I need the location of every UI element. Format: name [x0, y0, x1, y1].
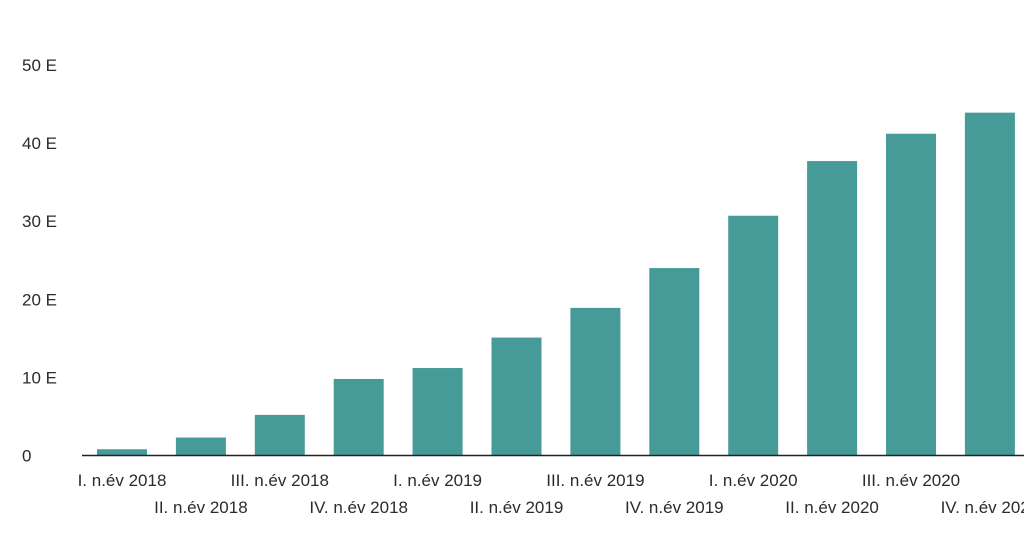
bar [175, 437, 226, 456]
x-tick-label: III. n.év 2020 [862, 471, 960, 490]
y-tick-label: 0 [22, 447, 31, 466]
bar [333, 378, 384, 456]
bars [97, 112, 1015, 456]
bar [886, 133, 936, 456]
y-tick-label: 20 E [22, 290, 57, 309]
bar [412, 368, 463, 456]
bar [491, 337, 542, 456]
y-tick-label: 30 E [22, 212, 57, 231]
bar [728, 215, 779, 456]
y-axis-ticks: 0 10 E 20 E 30 E 40 E 50 E [22, 56, 57, 466]
x-tick-label: II. n.év 2018 [154, 498, 248, 517]
x-tick-label: IV. n.év 2018 [309, 498, 408, 517]
bar [964, 112, 1015, 456]
bar [97, 449, 147, 456]
x-axis-ticks: I. n.év 2018 II. n.év 2018 III. n.év 2018 I… [78, 471, 1024, 517]
bar [254, 414, 305, 456]
x-tick-label: I. n.év 2020 [709, 471, 798, 490]
x-tick-label: III. n.év 2018 [231, 471, 329, 490]
bar [649, 268, 700, 456]
y-tick-label: 10 E [22, 368, 57, 387]
bar [570, 307, 621, 456]
x-tick-label: I. n.év 2018 [78, 471, 167, 490]
x-tick-label: I. n.év 2019 [393, 471, 482, 490]
y-tick-label: 40 E [22, 134, 57, 153]
x-tick-label: IV. n.év 2019 [625, 498, 724, 517]
y-tick-label: 50 E [22, 56, 57, 75]
x-tick-label: II. n.év 2020 [785, 498, 879, 517]
x-tick-label: IV. n.év 2020 [941, 498, 1024, 517]
bar [807, 161, 858, 456]
x-tick-label: III. n.év 2019 [546, 471, 644, 490]
x-tick-label: II. n.év 2019 [470, 498, 564, 517]
